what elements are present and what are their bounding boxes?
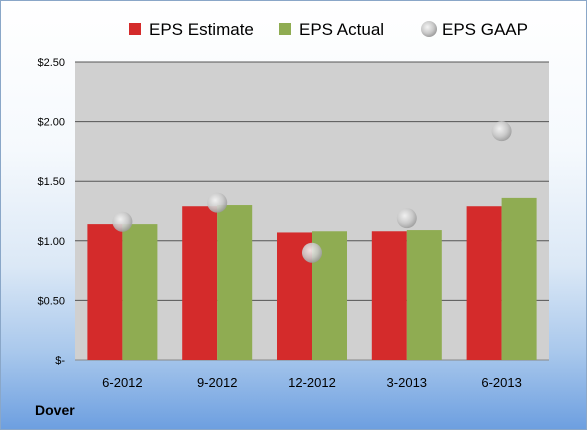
legend-label: EPS Actual	[299, 20, 384, 39]
y-tick-label: $1.50	[37, 176, 65, 188]
x-tick-label: 12-2012	[288, 375, 336, 390]
eps-actual-bar	[217, 205, 253, 360]
eps-actual-bar	[501, 197, 537, 360]
eps-gaap-legend-swatch	[421, 21, 437, 37]
legend-label: EPS GAAP	[442, 20, 528, 39]
eps-gaap-point	[396, 208, 417, 229]
eps-estimate-bar	[371, 231, 407, 360]
x-tick-label: 6-2013	[481, 375, 521, 390]
eps-actual-legend-swatch	[279, 23, 291, 35]
y-tick-label: $2.50	[37, 57, 65, 69]
eps-estimate-legend-swatch	[129, 23, 141, 35]
eps-gaap-point	[302, 242, 322, 263]
legend: EPS Estimate EPS Actual EPS GAAP	[129, 20, 528, 39]
eps-gaap-point	[207, 192, 228, 213]
y-tick-label: $2.00	[37, 117, 65, 129]
eps-gaap-point	[491, 121, 512, 142]
y-tick-label: $1.00	[37, 236, 65, 248]
eps-gaap-point	[112, 211, 133, 232]
eps-estimate-bar	[87, 224, 123, 360]
gaap-points	[112, 121, 512, 263]
eps-actual-bar	[406, 230, 442, 360]
eps-actual-bar	[122, 224, 158, 360]
company-label: Dover	[35, 402, 75, 418]
x-tick-label: 9-2012	[197, 375, 237, 390]
x-axis-labels: 6-2012 9-2012 12-2012 3-2013 6-2013	[102, 375, 522, 390]
y-tick-label: $-	[55, 355, 65, 367]
y-axis-ticks: $- $0.50 $1.00 $1.50 $2.00 $2.50	[37, 57, 65, 367]
y-tick-label: $0.50	[37, 295, 65, 307]
legend-label: EPS Estimate	[149, 20, 254, 39]
x-tick-label: 3-2013	[387, 375, 427, 390]
x-tick-label: 6-2012	[102, 375, 142, 390]
bars	[87, 197, 537, 360]
eps-estimate-bar	[466, 206, 502, 360]
eps-estimate-bar	[182, 206, 218, 360]
